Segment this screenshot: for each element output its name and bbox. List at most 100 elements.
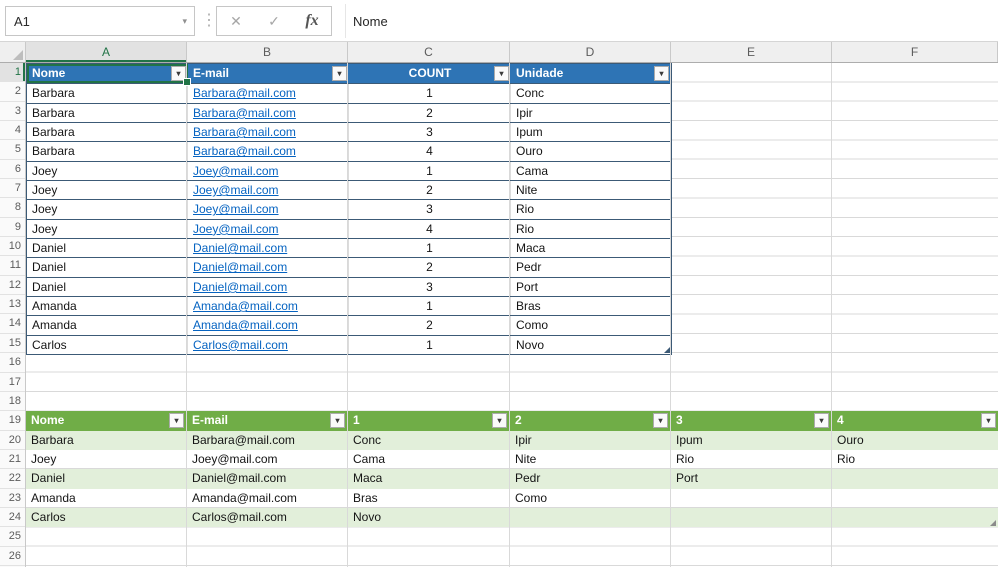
row-header-15[interactable]: 15 xyxy=(0,334,25,354)
cell-email[interactable]: Joey@mail.com xyxy=(188,161,349,181)
column-header-B[interactable]: B xyxy=(187,42,348,62)
email-link[interactable]: Daniel@mail.com xyxy=(193,279,288,294)
email-link[interactable]: Daniel@mail.com xyxy=(193,241,288,256)
cell-nome[interactable]: Barbara xyxy=(27,123,188,142)
table-resize-handle[interactable] xyxy=(990,520,996,527)
cell[interactable]: Maca xyxy=(353,471,383,486)
fill-handle[interactable] xyxy=(183,78,191,87)
row-header-13[interactable]: 13 xyxy=(0,295,25,315)
cell[interactable]: Rio xyxy=(837,451,856,466)
cell-nome[interactable]: Barbara xyxy=(27,103,188,123)
row-header-12[interactable]: 12 xyxy=(0,276,25,296)
email-link[interactable]: Joey@mail.com xyxy=(193,221,279,236)
cell-nome[interactable]: Joey xyxy=(27,181,188,200)
email-link[interactable]: Joey@mail.com xyxy=(193,163,279,178)
cell-nome[interactable]: Daniel xyxy=(27,258,188,277)
cell[interactable] xyxy=(510,508,671,527)
cell[interactable]: Cama xyxy=(353,451,386,466)
cell-email[interactable]: Barbara@mail.com xyxy=(188,142,349,161)
cell-count[interactable]: 1 xyxy=(349,335,511,355)
cell-nome[interactable]: Barbara xyxy=(27,142,188,161)
filter-button[interactable]: ▾ xyxy=(169,413,184,429)
cell-email[interactable]: Carlos@mail.com xyxy=(188,335,349,355)
cell-unidade[interactable]: Cama xyxy=(516,163,549,178)
cell-email[interactable]: Daniel@mail.com xyxy=(188,258,349,277)
row-header-11[interactable]: 11 xyxy=(0,256,25,276)
column-header-F[interactable]: F xyxy=(832,42,998,62)
cell-nome[interactable]: Joey xyxy=(27,161,188,181)
filter-button[interactable]: ▾ xyxy=(332,66,347,81)
confirm-button[interactable]: ✓ xyxy=(268,12,280,29)
table2-header-cell[interactable]: E-mail ▾ xyxy=(187,411,348,431)
cell-nome[interactable]: Amanda xyxy=(27,316,188,335)
row-header-22[interactable]: 22 xyxy=(0,469,25,489)
cell-count[interactable]: 1 xyxy=(349,84,511,103)
email-link[interactable]: Daniel@mail.com xyxy=(193,260,288,275)
cell-nome[interactable]: Amanda xyxy=(27,297,188,316)
row-header-21[interactable]: 21 xyxy=(0,450,25,470)
table1-header-cell[interactable]: E-mail ▾ xyxy=(188,64,349,83)
filter-button[interactable]: ▾ xyxy=(492,413,507,429)
cell[interactable] xyxy=(832,489,998,507)
filter-button[interactable]: ▾ xyxy=(814,413,829,429)
row-header-3[interactable]: 3 xyxy=(0,102,25,122)
cell[interactable] xyxy=(832,508,998,527)
cell-email[interactable]: Daniel@mail.com xyxy=(188,277,349,297)
email-link[interactable]: Joey@mail.com xyxy=(193,202,279,217)
table1-header-cell[interactable]: Nome ▾ xyxy=(27,64,191,87)
cell-count[interactable]: 1 xyxy=(349,297,511,316)
row-header-5[interactable]: 5 xyxy=(0,140,25,160)
cell-unidade[interactable]: Ouro xyxy=(516,144,543,159)
cell-count[interactable]: 4 xyxy=(349,142,511,161)
table1-header-cell[interactable]: Unidade ▾ xyxy=(511,64,671,83)
table1-header-cell[interactable]: COUNT ▾ xyxy=(349,64,511,83)
cell[interactable] xyxy=(671,489,832,507)
email-link[interactable]: Barbara@mail.com xyxy=(193,86,296,101)
cell-nome[interactable]: Barbara xyxy=(27,84,188,103)
cell-unidade[interactable]: Nite xyxy=(516,183,538,198)
cell-unidade[interactable]: Rio xyxy=(516,202,535,217)
cell-unidade[interactable]: Ipum xyxy=(516,125,543,140)
table2-header-cell[interactable]: 1 ▾ xyxy=(348,411,510,431)
row-header-8[interactable]: 8 xyxy=(0,198,25,218)
formula-input[interactable]: Nome xyxy=(353,13,388,29)
filter-button[interactable]: ▾ xyxy=(330,413,345,429)
cancel-button[interactable]: ✕ xyxy=(230,12,242,29)
cell[interactable]: Ipir xyxy=(515,432,532,447)
cell-count[interactable]: 1 xyxy=(349,239,511,258)
email-link[interactable]: Barbara@mail.com xyxy=(193,144,296,159)
cell-email[interactable]: Barbara@mail.com xyxy=(188,84,349,103)
cell-email[interactable]: Joey@mail.com xyxy=(188,219,349,239)
cell-count[interactable]: 1 xyxy=(349,161,511,181)
cell-unidade[interactable]: Conc xyxy=(516,86,545,101)
cell-nome[interactable]: Joey xyxy=(27,219,188,239)
table2-header-cell[interactable]: Nome ▾ xyxy=(26,411,187,431)
cell-unidade[interactable]: Maca xyxy=(516,241,546,256)
column-header-E[interactable]: E xyxy=(671,42,832,62)
row-header-26[interactable]: 26 xyxy=(0,547,25,566)
cell[interactable]: Nite xyxy=(515,451,537,466)
row-header-9[interactable]: 9 xyxy=(0,218,25,238)
email-link[interactable]: Amanda@mail.com xyxy=(193,318,298,333)
cell-unidade[interactable]: Bras xyxy=(516,299,541,314)
cell-count[interactable]: 2 xyxy=(349,103,511,123)
filter-button[interactable]: ▾ xyxy=(653,413,668,429)
row-header-2[interactable]: 2 xyxy=(0,82,25,102)
cell-unidade[interactable]: Port xyxy=(516,279,539,294)
cell[interactable]: Como xyxy=(515,490,548,505)
email-link[interactable]: Barbara@mail.com xyxy=(193,105,296,120)
email-link[interactable]: Joey@mail.com xyxy=(193,183,279,198)
cell[interactable]: Daniel@mail.com xyxy=(192,471,287,486)
row-header-18[interactable]: 18 xyxy=(0,392,25,412)
table2-header-cell[interactable]: 4 ▾ xyxy=(832,411,998,430)
column-header-D[interactable]: D xyxy=(510,42,671,62)
cell-unidade[interactable]: Novo xyxy=(516,337,545,352)
row-header-19[interactable]: 19 xyxy=(0,411,25,431)
cell[interactable]: Ipum xyxy=(676,432,703,447)
cell-unidade[interactable]: Rio xyxy=(516,221,535,236)
cell-count[interactable]: 3 xyxy=(349,200,511,219)
column-header-C[interactable]: C xyxy=(348,42,510,62)
cell[interactable]: Ouro xyxy=(837,432,864,447)
cell-email[interactable]: Daniel@mail.com xyxy=(188,239,349,258)
cell[interactable]: Amanda@mail.com xyxy=(192,490,297,505)
